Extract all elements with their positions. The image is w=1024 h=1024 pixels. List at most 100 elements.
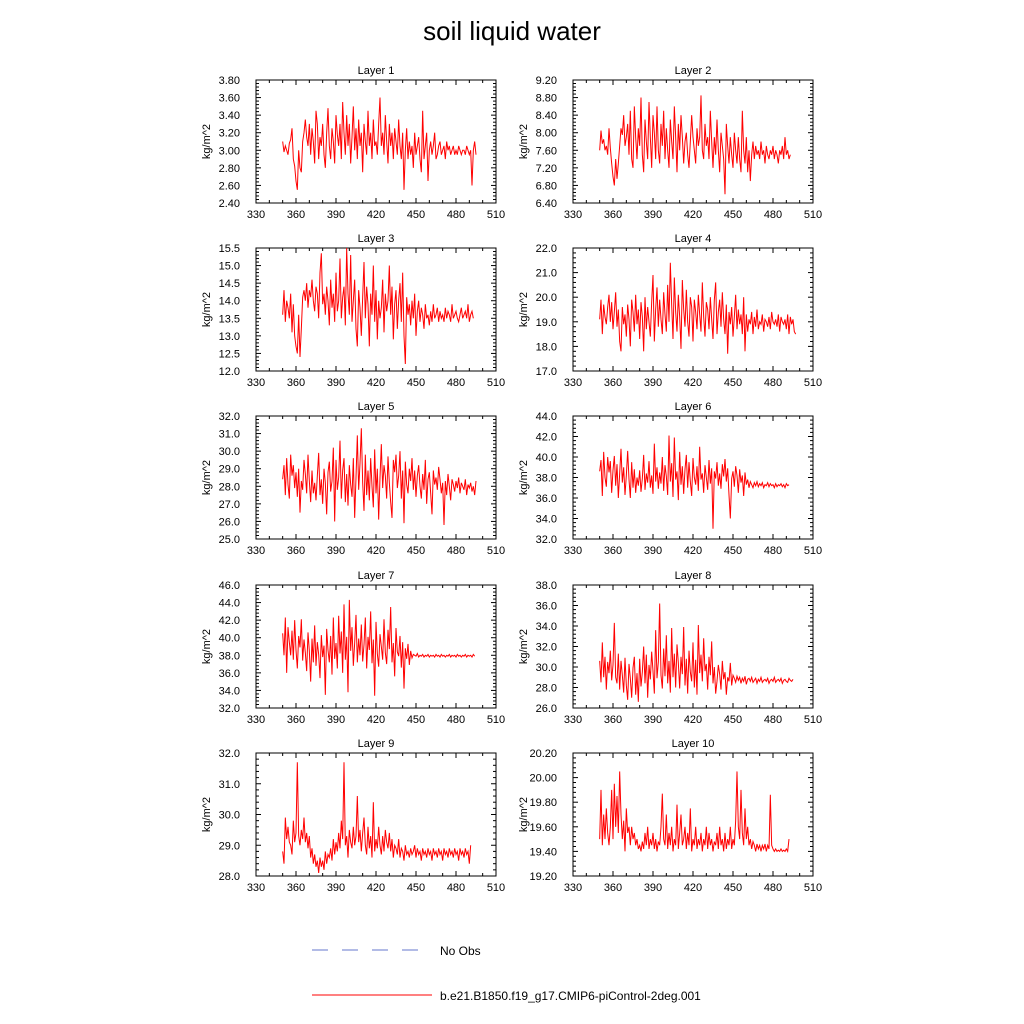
x-tick-label: 510 xyxy=(487,545,505,557)
x-tick-label: 390 xyxy=(644,545,662,557)
y-tick-label: 9.20 xyxy=(536,75,557,87)
y-tick-label: 26.0 xyxy=(536,703,557,715)
y-tick-label: 38.0 xyxy=(536,580,557,592)
y-tick-label: 30.0 xyxy=(536,662,557,674)
legend-label-model: b.e21.B1850.f19_g17.CMIP6-piControl-2deg… xyxy=(440,989,701,1003)
y-tick-label: 19.40 xyxy=(529,846,557,858)
x-tick-label: 360 xyxy=(287,545,305,557)
y-tick-label: 19.80 xyxy=(529,797,557,809)
y-tick-label: 31.0 xyxy=(219,429,240,441)
panel-title: Layer 2 xyxy=(675,65,712,77)
y-tick-label: 3.00 xyxy=(219,145,240,157)
panel-layer-4: Layer 4 kg/m^2 330 360 390 420 450 480 510 17.0 18… xyxy=(518,233,822,389)
legend-item-model: b.e21.B1850.f19_g17.CMIP6-piControl-2deg… xyxy=(312,989,701,1003)
x-tick-label: 390 xyxy=(327,377,345,389)
x-tick-label: 330 xyxy=(564,377,582,389)
x-tick-label: 450 xyxy=(724,714,742,726)
plot-frame xyxy=(255,752,497,877)
y-axis-label: kg/m^2 xyxy=(518,292,530,327)
panel-layer-8: Layer 8 kg/m^2 330 360 390 420 450 480 510 26.0 28… xyxy=(518,570,822,726)
panel-title: Layer 10 xyxy=(672,738,715,750)
panel-layer-10: Layer 10 kg/m^2 330 360 390 420 450 480 510 19.20… xyxy=(518,738,822,894)
y-tick-label: 7.60 xyxy=(536,145,557,157)
x-tick-label: 330 xyxy=(564,714,582,726)
x-tick-label: 330 xyxy=(247,882,265,894)
y-tick-label: 14.0 xyxy=(219,296,240,308)
x-tick-label: 420 xyxy=(367,545,385,557)
x-tick-label: 390 xyxy=(644,209,662,221)
x-tick-label: 510 xyxy=(804,209,822,221)
panel-title: Layer 9 xyxy=(358,738,395,750)
x-tick-label: 510 xyxy=(487,377,505,389)
x-tick-label: 420 xyxy=(684,209,702,221)
y-tick-label: 2.40 xyxy=(219,198,240,210)
y-axis-label: kg/m^2 xyxy=(201,124,213,159)
x-tick-label: 480 xyxy=(447,882,465,894)
y-tick-label: 30.0 xyxy=(219,810,240,822)
x-tick-label: 480 xyxy=(764,882,782,894)
y-axis-label: kg/m^2 xyxy=(518,797,530,832)
y-tick-label: 8.80 xyxy=(536,93,557,105)
x-tick-label: 360 xyxy=(287,882,305,894)
plot-frame xyxy=(572,752,814,877)
series-line xyxy=(282,428,477,525)
x-tick-label: 390 xyxy=(644,714,662,726)
x-tick-label: 360 xyxy=(287,209,305,221)
y-tick-label: 19.0 xyxy=(536,317,557,329)
y-tick-label: 20.20 xyxy=(529,748,557,760)
legend-item-no-obs: No Obs xyxy=(312,944,481,958)
y-tick-label: 15.0 xyxy=(219,261,240,273)
y-tick-label: 12.5 xyxy=(219,348,240,360)
y-tick-label: 34.0 xyxy=(536,621,557,633)
x-tick-label: 420 xyxy=(684,882,702,894)
x-tick-label: 390 xyxy=(327,714,345,726)
y-tick-label: 2.80 xyxy=(219,163,240,175)
x-tick-label: 510 xyxy=(487,209,505,221)
x-tick-label: 390 xyxy=(327,882,345,894)
y-tick-label: 17.0 xyxy=(536,366,557,378)
plot-frame xyxy=(255,247,497,372)
x-tick-label: 450 xyxy=(407,714,425,726)
y-tick-label: 32.0 xyxy=(536,642,557,654)
y-tick-label: 29.0 xyxy=(219,840,240,852)
series-line xyxy=(282,599,476,696)
y-tick-label: 32.0 xyxy=(536,534,557,546)
y-axis-label: kg/m^2 xyxy=(518,629,530,664)
y-tick-label: 40.0 xyxy=(219,633,240,645)
y-tick-label: 27.0 xyxy=(219,499,240,511)
y-axis-label: kg/m^2 xyxy=(201,292,213,327)
x-tick-label: 330 xyxy=(564,882,582,894)
y-tick-label: 26.0 xyxy=(219,516,240,528)
y-tick-label: 25.0 xyxy=(219,534,240,546)
y-tick-label: 28.0 xyxy=(536,683,557,695)
series-line xyxy=(599,262,797,354)
x-tick-label: 510 xyxy=(804,545,822,557)
x-tick-label: 360 xyxy=(604,377,622,389)
panel-layer-1: Layer 1 kg/m^2 330 360 390 420 450 480 510 2.40 2.… xyxy=(201,65,505,221)
plot-frame xyxy=(572,415,814,540)
y-tick-label: 36.0 xyxy=(536,493,557,505)
y-tick-label: 44.0 xyxy=(219,598,240,610)
y-tick-label: 6.40 xyxy=(536,198,557,210)
y-tick-label: 3.60 xyxy=(219,93,240,105)
x-tick-label: 360 xyxy=(604,209,622,221)
panel-grid: Layer 1 kg/m^2 330 360 390 420 450 480 510 2.40 2.… xyxy=(201,65,822,894)
x-tick-label: 450 xyxy=(724,882,742,894)
x-tick-label: 480 xyxy=(764,714,782,726)
y-tick-label: 36.0 xyxy=(536,601,557,613)
series-line xyxy=(599,435,790,529)
x-tick-label: 510 xyxy=(487,882,505,894)
x-tick-label: 360 xyxy=(287,714,305,726)
x-tick-label: 480 xyxy=(764,545,782,557)
panel-layer-9: Layer 9 kg/m^2 330 360 390 420 450 480 510 28.0 29… xyxy=(201,738,505,894)
y-tick-label: 42.0 xyxy=(219,615,240,627)
x-tick-label: 390 xyxy=(327,545,345,557)
y-tick-label: 40.0 xyxy=(536,452,557,464)
series-line xyxy=(599,95,791,195)
y-tick-label: 44.0 xyxy=(536,411,557,423)
x-tick-label: 330 xyxy=(564,209,582,221)
x-tick-label: 510 xyxy=(487,714,505,726)
x-tick-label: 360 xyxy=(604,545,622,557)
x-tick-label: 480 xyxy=(447,209,465,221)
